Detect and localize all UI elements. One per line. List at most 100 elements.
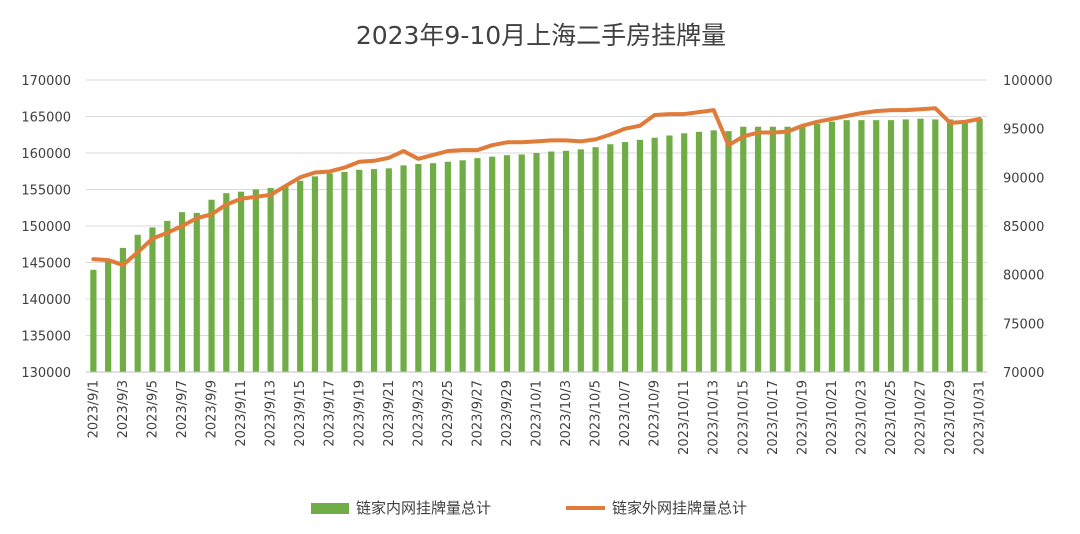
x-tick-label: 2023/10/23 [854, 380, 869, 455]
bar [769, 126, 776, 372]
bar [90, 269, 97, 372]
bar [282, 186, 289, 372]
bar [976, 118, 983, 372]
x-tick-label: 2023/10/3 [559, 380, 574, 447]
bar [932, 119, 939, 372]
bar [356, 169, 363, 372]
bar [370, 169, 378, 372]
bar [105, 259, 112, 372]
x-tick-label: 2023/9/11 [234, 380, 249, 447]
chart-title: 2023年9-10月上海二手房挂牌量 [356, 21, 726, 50]
x-tick-label: 2023/10/31 [973, 380, 988, 455]
x-tick-label: 2023/10/9 [648, 380, 663, 447]
bar [252, 189, 259, 372]
bar [710, 130, 717, 372]
bar [814, 123, 821, 372]
legend-swatch-internal [311, 503, 349, 514]
bar [681, 133, 688, 372]
bar [902, 119, 909, 372]
bar [887, 120, 895, 373]
x-tick-label: 2023/9/25 [441, 380, 456, 447]
bar [858, 120, 865, 373]
x-tick-label: 2023/9/3 [116, 380, 131, 438]
bar [341, 171, 348, 372]
x-tick-label: 2023/9/23 [411, 380, 426, 447]
x-tick-label: 2023/10/7 [618, 380, 633, 447]
bar [134, 234, 141, 372]
bar [474, 158, 481, 372]
bar [237, 191, 245, 372]
bar [385, 168, 392, 372]
bar [843, 120, 850, 373]
bar [577, 149, 584, 372]
bar [754, 126, 762, 372]
x-tick-label: 2023/10/11 [677, 380, 692, 455]
bar [223, 193, 230, 372]
bar [267, 188, 274, 372]
bar [311, 176, 319, 372]
left-y-tick-label: 155000 [21, 184, 71, 199]
left-y-tick-label: 145000 [21, 257, 71, 272]
x-axis: 2023/9/1 2023/9/3 2023/9/5 2023/9/7 2023/9/9… [86, 371, 988, 455]
x-tick-label: 2023/9/9 [205, 380, 220, 438]
bar [725, 131, 732, 372]
series-line [91, 106, 982, 267]
bar [178, 212, 186, 372]
x-tick-label: 2023/10/1 [530, 380, 545, 447]
x-tick-label: 2023/9/1 [86, 380, 101, 438]
x-tick-label: 2023/9/15 [293, 380, 308, 447]
bar [946, 119, 954, 372]
bar [533, 153, 540, 372]
x-tick-label: 2023/10/25 [884, 380, 899, 455]
bar [119, 247, 127, 372]
x-tick-label: 2023/10/15 [736, 380, 751, 455]
x-tick-label: 2023/10/13 [707, 380, 722, 455]
bar [548, 151, 555, 372]
bar [415, 163, 422, 372]
bar [459, 160, 466, 372]
bar [784, 126, 791, 372]
bar [326, 173, 333, 372]
left-y-tick-label: 160000 [21, 147, 71, 162]
x-tick-label: 2023/10/21 [825, 380, 840, 455]
left-y-tick-label: 130000 [21, 366, 71, 381]
bar [208, 199, 215, 372]
left-y-tick-label: 140000 [21, 293, 71, 308]
left-y-tick-label: 165000 [21, 111, 71, 126]
bar [400, 165, 407, 372]
bar [828, 121, 836, 372]
right-y-tick-label: 70000 [1003, 366, 1044, 381]
bar [193, 212, 200, 372]
bar [607, 144, 614, 372]
x-tick-label: 2023/9/19 [352, 380, 367, 447]
legend: 链家内网挂牌量总计 链家外网挂牌量总计 [311, 499, 747, 517]
bar [444, 161, 451, 372]
x-tick-label: 2023/10/27 [914, 380, 929, 455]
x-tick-label: 2023/9/27 [470, 380, 485, 447]
bar [666, 135, 673, 372]
right-y-tick-label: 100000 [1003, 74, 1053, 89]
x-tick-label: 2023/9/29 [500, 380, 515, 447]
bar [503, 155, 511, 372]
line-series-external [91, 106, 982, 267]
x-tick-label: 2023/9/5 [145, 380, 160, 438]
bar [636, 139, 643, 372]
right-y-tick-label: 75000 [1003, 317, 1044, 332]
bar [149, 227, 156, 372]
bar [917, 118, 924, 372]
bar [740, 126, 747, 372]
bar [622, 142, 629, 372]
right-y-tick-label: 95000 [1003, 123, 1044, 138]
left-y-tick-label: 170000 [21, 74, 71, 89]
bar [430, 163, 437, 372]
x-tick-label: 2023/9/17 [323, 380, 338, 447]
legend-label-internal: 链家内网挂牌量总计 [356, 499, 491, 517]
x-tick-label: 2023/9/21 [382, 380, 397, 447]
bar [562, 150, 570, 372]
legend-label-external: 链家外网挂牌量总计 [612, 499, 747, 517]
bar [164, 220, 171, 372]
bar [873, 120, 880, 373]
x-tick-label: 2023/10/29 [943, 380, 958, 455]
bar [799, 125, 806, 372]
